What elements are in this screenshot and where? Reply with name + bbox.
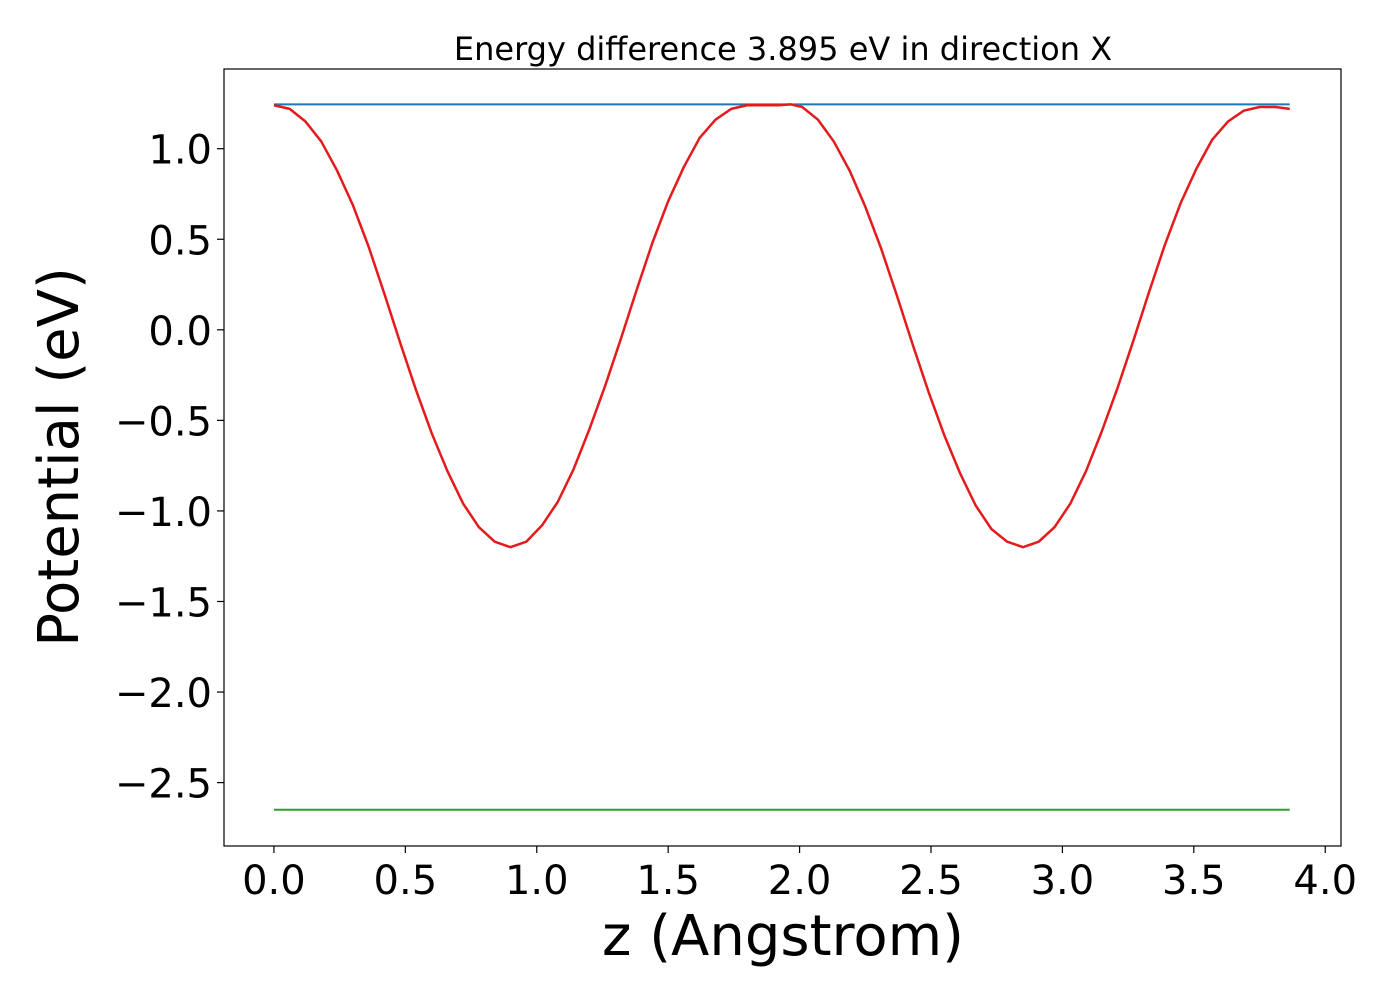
y-axis-ticks: 1.0 0.5 0.0 −0.5 −1.0 −1.5 −2.0 −2.5 <box>115 128 224 808</box>
x-tick-label: 4.0 <box>1293 858 1357 904</box>
y-axis-label: Potential (eV) <box>27 267 92 647</box>
x-axis-ticks: 0.0 0.5 1.0 1.5 2.0 2.5 3.0 3.5 4.0 <box>242 846 1357 904</box>
y-tick-label: −0.5 <box>115 399 212 445</box>
plot-frame <box>223 68 1342 847</box>
x-tick-label: 3.0 <box>1031 858 1095 904</box>
x-tick-label: 2.0 <box>768 858 832 904</box>
x-axis-label: z (Angstrom) <box>602 904 964 969</box>
x-tick-label: 3.5 <box>1162 858 1226 904</box>
x-tick-label: 0.5 <box>374 858 438 904</box>
x-tick-label: 0.0 <box>242 858 306 904</box>
x-tick-label: 1.0 <box>505 858 569 904</box>
series-line-2 <box>273 103 1290 549</box>
x-tick-label: 1.5 <box>636 858 700 904</box>
chart-title: Energy difference 3.895 eV in direction … <box>454 30 1112 68</box>
x-tick-label: 2.5 <box>899 858 963 904</box>
series-layer <box>273 103 1290 811</box>
y-tick-label: 1.0 <box>148 128 212 174</box>
y-tick-label: −1.0 <box>115 490 212 536</box>
y-tick-label: 0.0 <box>148 309 212 355</box>
y-tick-label: −1.5 <box>115 580 212 626</box>
y-tick-label: 0.5 <box>148 218 212 264</box>
y-tick-label: −2.5 <box>115 762 212 808</box>
y-tick-label: −2.0 <box>115 671 212 717</box>
